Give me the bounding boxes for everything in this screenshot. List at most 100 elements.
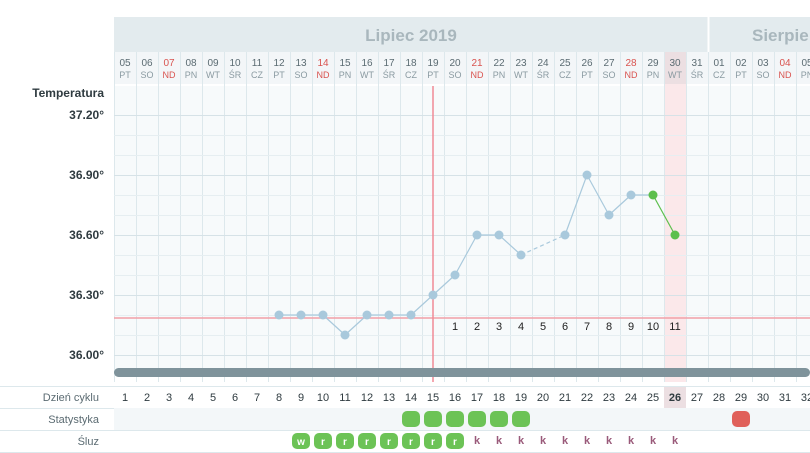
mucus-mark: k [672, 435, 679, 447]
day-number: 17 [383, 58, 395, 69]
day-number: 10 [229, 58, 241, 69]
stats-mark [512, 411, 530, 427]
day-number: 18 [405, 58, 417, 69]
temperature-line-segment [564, 174, 588, 236]
y-axis-title: Temperatura [32, 86, 104, 100]
mucus-mark: k [518, 435, 525, 447]
mucus-blob [446, 433, 464, 449]
luteal-day-label: 8 [606, 321, 612, 333]
cycle-day-number: 11 [339, 392, 350, 404]
weekday-label: WT [668, 70, 682, 80]
cycle-day-number: 32 [801, 392, 810, 404]
stats-cycle-start-mark [732, 411, 750, 427]
weekday-label: ND [625, 70, 638, 80]
temperature-line-segment [652, 194, 676, 236]
weekday-label: SO [448, 70, 461, 80]
mucus-mark: r [365, 437, 369, 448]
cycle-day-number: 19 [515, 392, 527, 404]
cycle-day-number: 16 [449, 392, 461, 404]
weekday-label: WT [360, 70, 374, 80]
day-number: 29 [647, 58, 659, 69]
stats-mark [468, 411, 486, 427]
day-number: 20 [449, 58, 461, 69]
mucus-mark: r [409, 437, 413, 448]
luteal-day-label: 1 [452, 321, 458, 333]
mucus-mark: r [453, 437, 457, 448]
cycle-day-number: 23 [603, 392, 615, 404]
day-number: 24 [537, 58, 549, 69]
weekday-label: ND [317, 70, 330, 80]
weekday-label: WT [514, 70, 528, 80]
temperature-point [428, 290, 438, 300]
day-number: 05 [801, 58, 810, 69]
cycle-end-bar [114, 368, 810, 377]
mucus-mark: k [650, 435, 657, 447]
cycle-day-number: 8 [276, 392, 282, 404]
cycle-day-number: 21 [559, 392, 571, 404]
y-tick-label: 36.60° [69, 228, 104, 242]
temperature-line-segment [454, 234, 478, 276]
stats-mark [490, 411, 508, 427]
day-number: 07 [163, 58, 175, 69]
weekday-label: ND [163, 70, 176, 80]
temperature-line-segment [322, 314, 346, 336]
cycle-day-number: 7 [254, 392, 260, 404]
mucus-mark: r [343, 437, 347, 448]
mucus-blob [424, 433, 442, 449]
day-number: 04 [779, 58, 791, 69]
cycle-day-number: 5 [210, 392, 216, 404]
weekday-label: ŚR [229, 69, 242, 80]
today-highlight [664, 52, 686, 382]
weekday-label: ŚR [691, 69, 704, 80]
day-number: 25 [559, 58, 571, 69]
weekday-label: CZ [405, 70, 417, 80]
temperature-point [516, 250, 526, 260]
stats-label: Statystyka [48, 414, 100, 426]
cycle-day-number: 31 [779, 392, 791, 404]
mucus-mark: k [496, 435, 503, 447]
month-label: Sierpie [752, 26, 809, 45]
weekday-label: ŚR [537, 69, 550, 80]
stats-mark [402, 411, 420, 427]
day-number: 05 [119, 58, 131, 69]
luteal-day-label: 4 [518, 321, 524, 333]
temperature-line-segment [432, 274, 456, 296]
mucus-blob [292, 433, 310, 449]
day-number: 06 [141, 58, 153, 69]
temperature-point [582, 170, 592, 180]
mucus-mark: k [540, 435, 547, 447]
day-number: 15 [339, 58, 351, 69]
cycle-day-number: 18 [493, 392, 505, 404]
temperature-point [604, 210, 614, 220]
luteal-day-label: 10 [647, 321, 659, 333]
day-number: 19 [427, 58, 439, 69]
cycle-day-label: Dzień cyklu [43, 392, 99, 404]
temperature-line-segment [520, 234, 566, 256]
weekday-label: PT [273, 70, 285, 80]
cycle-day-number: 12 [361, 392, 373, 404]
cycle-day-number: 14 [405, 392, 417, 404]
cycle-day-number: 2 [144, 392, 150, 404]
cycle-day-number: 6 [232, 392, 238, 404]
day-number: 21 [471, 58, 483, 69]
weekday-label: PT [119, 70, 131, 80]
weekday-label: ND [471, 70, 484, 80]
weekday-label: CZ [559, 70, 571, 80]
weekday-label: PT [735, 70, 747, 80]
cycle-day-number: 15 [427, 392, 439, 404]
cycle-day-number: 29 [735, 392, 747, 404]
weekday-label: PN [801, 70, 810, 80]
temperature-point [296, 310, 306, 320]
temperature-point [340, 330, 350, 340]
mucus-blob [380, 433, 398, 449]
cycle-day-number: 10 [317, 392, 329, 404]
day-number: 28 [625, 58, 637, 69]
cycle-day-number: 9 [298, 392, 304, 404]
weekday-label: CZ [251, 70, 263, 80]
cycle-day-number: 25 [647, 392, 659, 404]
day-number: 26 [581, 58, 593, 69]
day-number: 09 [207, 58, 219, 69]
day-number: 03 [757, 58, 769, 69]
cycle-day-number: 17 [471, 392, 483, 404]
weekday-label: SO [602, 70, 615, 80]
